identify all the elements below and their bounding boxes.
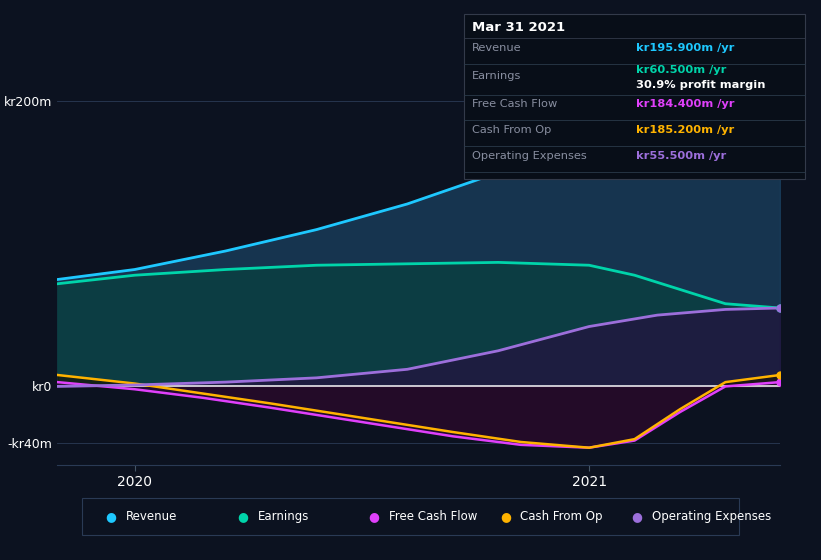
Text: kr60.500m /yr: kr60.500m /yr bbox=[636, 65, 727, 75]
Text: ●: ● bbox=[500, 510, 511, 524]
Text: kr184.400m /yr: kr184.400m /yr bbox=[636, 100, 735, 109]
Text: ●: ● bbox=[631, 510, 642, 524]
Text: Free Cash Flow: Free Cash Flow bbox=[472, 100, 557, 109]
Text: ●: ● bbox=[369, 510, 379, 524]
Text: ●: ● bbox=[237, 510, 248, 524]
Point bbox=[773, 304, 787, 312]
Point bbox=[773, 102, 787, 111]
Text: Operating Expenses: Operating Expenses bbox=[472, 151, 587, 161]
Text: Free Cash Flow: Free Cash Flow bbox=[389, 510, 477, 524]
Text: kr195.900m /yr: kr195.900m /yr bbox=[636, 43, 735, 53]
Point bbox=[773, 371, 787, 380]
Point bbox=[773, 304, 787, 312]
Text: kr185.200m /yr: kr185.200m /yr bbox=[636, 125, 735, 135]
Text: Cash From Op: Cash From Op bbox=[521, 510, 603, 524]
Text: Operating Expenses: Operating Expenses bbox=[652, 510, 771, 524]
Text: Earnings: Earnings bbox=[472, 71, 521, 81]
Text: 30.9% profit margin: 30.9% profit margin bbox=[636, 80, 766, 90]
Text: Cash From Op: Cash From Op bbox=[472, 125, 552, 135]
Text: Revenue: Revenue bbox=[472, 43, 521, 53]
Text: ●: ● bbox=[106, 510, 117, 524]
Text: Revenue: Revenue bbox=[126, 510, 177, 524]
Point bbox=[773, 377, 787, 386]
Text: kr55.500m /yr: kr55.500m /yr bbox=[636, 151, 727, 161]
Text: Earnings: Earnings bbox=[258, 510, 309, 524]
Text: Mar 31 2021: Mar 31 2021 bbox=[472, 21, 565, 34]
